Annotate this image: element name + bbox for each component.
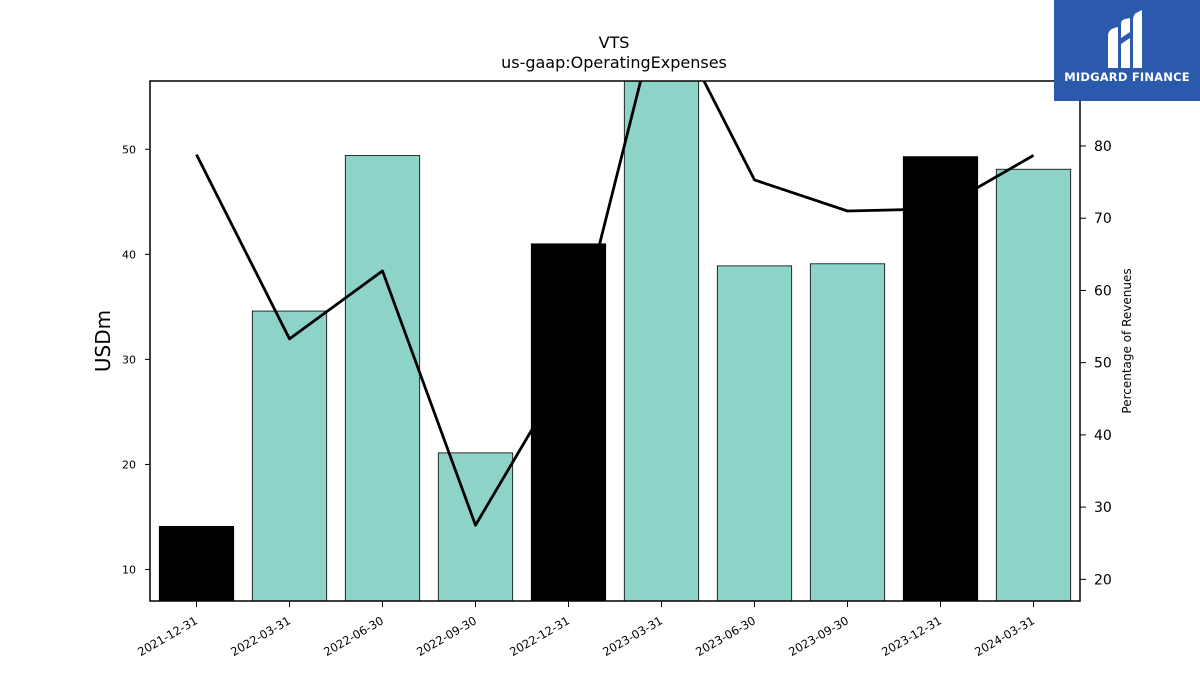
y2-axis-ticks: 20 30 40 50 60 70 80 <box>1080 139 1112 588</box>
bar-series <box>158 81 1072 601</box>
bar-2022-12-31 <box>530 243 607 601</box>
y2-tick-label: 80 <box>1094 139 1112 155</box>
x-tick-label: 2022-06-30 <box>321 613 386 659</box>
x-tick-label: 2024-03-31 <box>972 613 1037 659</box>
x-tick-label: 2023-12-31 <box>879 613 944 659</box>
x-tick-label: 2023-03-31 <box>600 613 665 659</box>
plot-frame <box>149 80 1081 602</box>
y2-tick-label: 20 <box>1094 572 1112 588</box>
y2-tick-label: 50 <box>1094 356 1112 372</box>
y-tick-label: 40 <box>122 248 136 261</box>
bar-2023-09-30 <box>809 263 886 601</box>
bar-2023-06-30 <box>716 265 793 601</box>
y-axis-label: USDm <box>91 310 115 372</box>
y-tick-label: 20 <box>122 458 136 471</box>
y2-tick-label: 60 <box>1094 283 1112 299</box>
x-tick-label: 2023-06-30 <box>693 613 758 659</box>
midgard-finance-logo: MIDGARD FINANCE <box>1054 0 1200 101</box>
y2-tick-label: 70 <box>1094 211 1112 227</box>
bar-2021-12-31 <box>158 526 235 601</box>
chart-subtitle: us-gaap:OperatingExpenses <box>501 53 727 72</box>
y2-axis-label: Percentage of Revenues <box>1120 268 1134 413</box>
percentage-of-revenues-line <box>195 81 1035 527</box>
x-tick-label: 2022-09-30 <box>414 613 479 659</box>
line-series <box>195 81 1035 527</box>
x-tick-label: 2022-12-31 <box>507 613 572 659</box>
x-axis-ticks: 2021-12-31 2022-03-31 2022-06-30 2022-09-30… <box>135 601 1037 659</box>
y-tick-label: 30 <box>122 353 136 366</box>
y2-tick-label: 40 <box>1094 428 1112 444</box>
x-tick-label: 2022-03-31 <box>228 613 293 659</box>
bar-2024-03-31 <box>995 168 1072 601</box>
x-tick-label: 2021-12-31 <box>135 613 200 659</box>
y2-tick-label: 30 <box>1094 500 1112 516</box>
bar-2022-06-30 <box>344 155 421 601</box>
bar-2023-03-31 <box>623 81 700 601</box>
logo-mark-icon <box>1108 10 1142 68</box>
logo-text: MIDGARD FINANCE <box>1064 70 1190 84</box>
bar-2022-09-30 <box>437 452 514 601</box>
bar-2022-03-31 <box>251 310 328 601</box>
y-tick-label: 10 <box>122 563 136 576</box>
chart-title: VTS <box>599 33 630 52</box>
y-tick-label: 50 <box>122 143 136 156</box>
bar-2023-12-31 <box>902 156 979 601</box>
x-tick-label: 2023-09-30 <box>786 613 851 659</box>
y-axis-ticks: 10 20 30 40 50 <box>122 143 150 576</box>
